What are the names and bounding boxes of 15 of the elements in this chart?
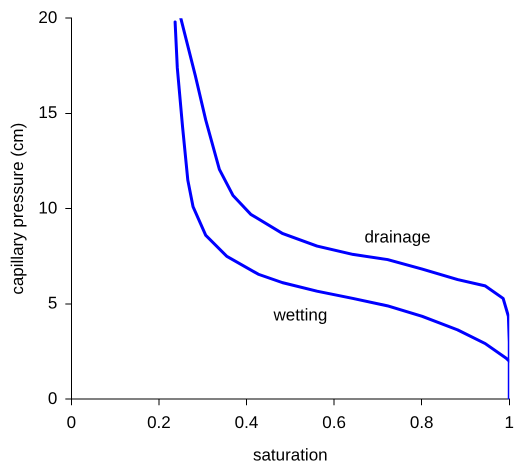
y-axis-title: capillary pressure (cm) bbox=[8, 122, 27, 295]
x-tick-label: 0.8 bbox=[410, 413, 434, 432]
x-tick-label: 0.6 bbox=[322, 413, 346, 432]
y-tick-label: 20 bbox=[38, 8, 58, 27]
y-tick-label: 0 bbox=[48, 388, 58, 408]
x-tick-label: 0.4 bbox=[234, 413, 258, 432]
x-axis-title: saturation bbox=[252, 445, 328, 464]
x-tick-label: 0.2 bbox=[147, 413, 171, 432]
y-tick-label: 15 bbox=[38, 103, 58, 122]
x-tick-label: 0 bbox=[66, 413, 76, 432]
y-tick-label: 5 bbox=[48, 294, 58, 313]
series-label: drainage bbox=[364, 227, 431, 246]
x-tick-label: 1 bbox=[504, 413, 514, 432]
series-label: wetting bbox=[272, 305, 328, 324]
y-tick-label: 10 bbox=[38, 198, 58, 218]
